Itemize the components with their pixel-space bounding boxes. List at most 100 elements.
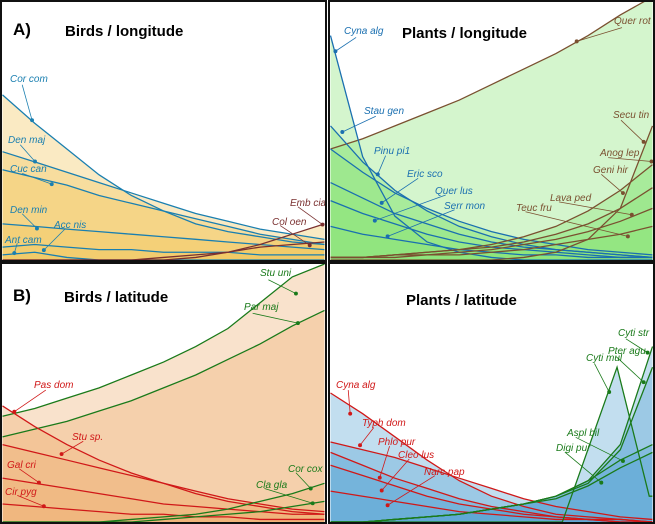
panel-tag: B): [13, 286, 31, 305]
curve-den-min: [2, 223, 325, 251]
area-cyna-alg: [330, 35, 653, 260]
area-ant-cam: [2, 252, 325, 260]
area-cor-com: [2, 94, 325, 260]
curve-emb-cia: [2, 223, 325, 260]
species-label: Phlo pur: [378, 437, 416, 448]
area-anog-lep: [330, 164, 653, 260]
species-label: Serr mon: [444, 201, 486, 212]
arrow-head: [307, 243, 312, 248]
leader-arrow: [625, 338, 648, 353]
area-phlo-pur: [330, 452, 653, 522]
arrow-head: [620, 458, 625, 463]
area-narc-pap: [330, 491, 653, 522]
curve-col-oen: [2, 241, 325, 260]
leader-arrow: [377, 155, 387, 175]
leader-arrow: [252, 312, 298, 324]
species-label: Teuc fru: [516, 203, 552, 214]
leader-arrow: [342, 115, 376, 133]
species-label: Lava ped: [550, 193, 592, 204]
leader-arrow: [601, 174, 624, 194]
curve-cyna-alg: [330, 35, 653, 260]
area-den-min: [2, 223, 325, 260]
arrow-head: [49, 182, 54, 187]
species-label: Den min: [10, 205, 48, 216]
curves-svg: [2, 84, 325, 260]
arrow-head: [12, 409, 17, 414]
panel-title: Plants / longitude: [402, 25, 528, 42]
panel-plants-longitude: Plants / longitude Quer rot Cyna alg Stau …: [328, 0, 655, 262]
arrow-head: [377, 475, 382, 480]
leader-arrow: [564, 451, 602, 483]
curve-acc-nis: [2, 243, 325, 256]
leader-arrow: [620, 119, 644, 143]
leader-arrow: [347, 390, 351, 414]
species-label: Cuc can: [10, 164, 47, 175]
leader-arrow: [19, 144, 36, 162]
leader-arrow: [17, 495, 45, 507]
area-stau-gen: [330, 125, 653, 260]
arrow-head: [34, 226, 39, 231]
species-label: Cor cox: [288, 464, 323, 475]
arrow-head: [607, 390, 612, 394]
curve-par-maj: [2, 309, 325, 438]
species-label: Narc pap: [424, 467, 465, 478]
species-label: Quer lus: [435, 186, 473, 197]
curve-typh-dom: [330, 441, 653, 521]
leader-arrow: [381, 177, 419, 204]
panel-birds-longitude: A) Birds / longitude Cor com Den maj Cuc c…: [0, 0, 327, 262]
area-quer-rot: [330, 2, 653, 260]
area-cuc-can: [2, 169, 325, 260]
species-label: Quer rot: [614, 16, 651, 27]
curve-cir-pyg: [2, 503, 325, 521]
species-label: Cyti mul: [586, 353, 623, 364]
species-label: Digi pur: [556, 443, 591, 454]
leader-arrow: [268, 279, 297, 294]
species-label: Cleo lus: [398, 450, 435, 461]
arrow-head: [641, 380, 646, 385]
arrow-head: [375, 172, 380, 177]
area-teuc-fru: [330, 226, 653, 260]
arrow-head: [385, 234, 390, 239]
leader-arrow: [22, 172, 52, 185]
leader-arrow: [21, 213, 38, 229]
area-quer-lus: [330, 200, 653, 260]
leader-arrow: [379, 446, 390, 478]
area-typh-dom: [330, 442, 653, 522]
leader-arrow: [279, 225, 310, 246]
arrow-head: [641, 139, 646, 144]
species-label: Typh dom: [362, 418, 406, 429]
panel-plants-latitude: Plants / latitude Cyna alg Typh dom Phlo p…: [328, 262, 655, 524]
area-gal-cri: [2, 478, 325, 522]
species-label: Den maj: [8, 135, 46, 146]
species-label: Cyti str: [618, 328, 650, 339]
leader-arrow: [21, 84, 33, 121]
species-label: Cla gla: [256, 480, 288, 491]
area-cir-pyg: [2, 503, 325, 522]
area-par-maj: [2, 310, 325, 522]
curve-quer-rot: [330, 2, 645, 150]
area-col-oen: [2, 241, 325, 260]
arrow-head: [629, 212, 634, 217]
leader-arrow: [381, 458, 410, 491]
area-eric-sco: [330, 182, 653, 260]
curve-cyti-mul: [330, 364, 653, 522]
species-label: Secu tin: [613, 110, 650, 121]
arrow-head: [36, 480, 41, 485]
panel-title: Birds / longitude: [65, 23, 184, 40]
species-label: Acc nis: [54, 220, 87, 231]
area-emb-cia: [2, 223, 325, 260]
arrow-head: [59, 452, 64, 457]
arrow-head: [649, 159, 653, 164]
arrow-head: [348, 411, 353, 416]
curve-cor-cox: [2, 482, 325, 522]
arrow-head: [320, 222, 325, 227]
species-label: Geni hir: [593, 165, 629, 176]
arrow-head: [372, 218, 377, 223]
species-label: Ant cam: [5, 235, 42, 246]
leader-arrow: [387, 209, 455, 237]
leader-arrow: [297, 206, 323, 225]
leader-arrow: [43, 228, 66, 251]
curve-stu-sp: [2, 443, 325, 513]
leader-arrow: [14, 389, 47, 413]
curve-gal-cri: [2, 477, 325, 515]
